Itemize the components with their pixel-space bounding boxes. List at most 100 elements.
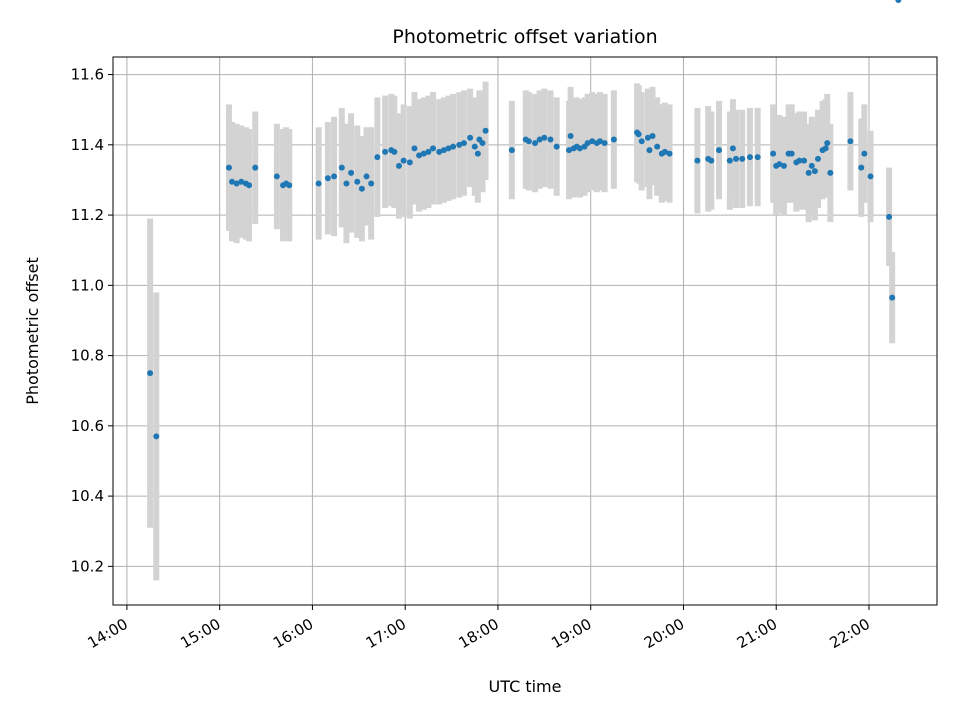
data-point (532, 140, 539, 147)
data-point (420, 150, 427, 157)
data-point (886, 213, 893, 220)
data-point (354, 178, 361, 185)
data-point (400, 157, 407, 164)
data-point (776, 161, 783, 168)
data-point (733, 155, 740, 162)
y-axis-ticks: 10.2 10.4 10.6 10.8 11.0 11.2 11.4 11.6 (71, 66, 113, 575)
data-point (754, 154, 761, 161)
data-point (147, 370, 154, 377)
data-point (895, 0, 902, 3)
data-point (460, 140, 467, 147)
data-point (716, 147, 723, 154)
y-tick-label: 11.6 (71, 66, 104, 84)
data-point (566, 147, 573, 154)
y-tick-label: 11.4 (71, 136, 104, 154)
data-point (553, 143, 560, 150)
data-point (808, 162, 815, 169)
data-point (425, 148, 432, 155)
data-point (858, 164, 865, 171)
data-point (153, 433, 160, 440)
data-point (348, 169, 355, 176)
data-point (567, 133, 574, 140)
y-tick-label: 11.0 (71, 276, 104, 294)
data-points (147, 0, 902, 440)
data-point (225, 164, 232, 171)
data-point (649, 133, 656, 140)
data-point (411, 145, 418, 152)
data-point (541, 134, 548, 141)
data-point (589, 138, 596, 145)
data-point (827, 169, 834, 176)
data-point (547, 136, 554, 143)
data-point (416, 152, 423, 159)
data-point (805, 169, 812, 176)
y-tick-label: 10.6 (71, 417, 104, 435)
y-tick-label: 10.4 (71, 487, 104, 505)
data-point (708, 157, 715, 164)
data-point (788, 150, 795, 157)
data-point (252, 164, 259, 171)
plot-frame (112, 56, 938, 606)
data-point (889, 294, 896, 301)
data-point (474, 150, 481, 157)
data-point (584, 140, 591, 147)
y-tick-label: 10.2 (71, 557, 104, 575)
data-point (450, 143, 457, 150)
x-axis-title: UTC time (489, 677, 562, 696)
data-point (729, 145, 736, 152)
data-point (596, 138, 603, 145)
data-point (638, 138, 645, 145)
data-point (739, 155, 746, 162)
data-point (445, 145, 452, 152)
data-point (811, 168, 818, 175)
data-point (814, 155, 821, 162)
data-point (436, 148, 443, 155)
data-point (440, 147, 447, 154)
data-point (601, 140, 608, 147)
data-point (646, 147, 653, 154)
chart-title: Photometric offset variation (392, 26, 657, 48)
data-point (508, 147, 515, 154)
data-point (536, 136, 543, 143)
data-point (343, 180, 350, 187)
data-point (368, 180, 375, 187)
y-tick-label: 10.8 (71, 347, 104, 365)
data-point (644, 134, 651, 141)
data-point (456, 141, 463, 148)
data-point (654, 143, 661, 150)
data-point (382, 148, 389, 155)
data-point (635, 131, 642, 138)
data-point (770, 150, 777, 157)
data-point (391, 148, 398, 155)
data-point (406, 159, 413, 166)
data-point (471, 143, 478, 150)
data-point (525, 138, 532, 145)
data-point (824, 140, 831, 147)
data-point (847, 138, 854, 145)
data-point (867, 173, 874, 180)
data-point (822, 145, 829, 152)
data-point (467, 134, 474, 141)
data-point (324, 175, 331, 182)
data-point (338, 164, 345, 171)
data-point (396, 162, 403, 169)
data-point (286, 182, 293, 189)
data-point (479, 140, 486, 147)
data-point (363, 173, 370, 180)
data-point (726, 157, 733, 164)
data-point (666, 150, 673, 157)
data-point (780, 162, 787, 169)
data-point (315, 180, 322, 187)
data-point (229, 178, 236, 185)
data-point (358, 185, 365, 192)
data-point (746, 154, 753, 161)
data-point (430, 145, 437, 152)
data-point (374, 154, 381, 161)
data-point (661, 148, 668, 155)
data-point (233, 180, 240, 187)
data-point (861, 150, 868, 157)
data-point (694, 157, 701, 164)
data-point (246, 182, 253, 189)
data-point (273, 173, 280, 180)
